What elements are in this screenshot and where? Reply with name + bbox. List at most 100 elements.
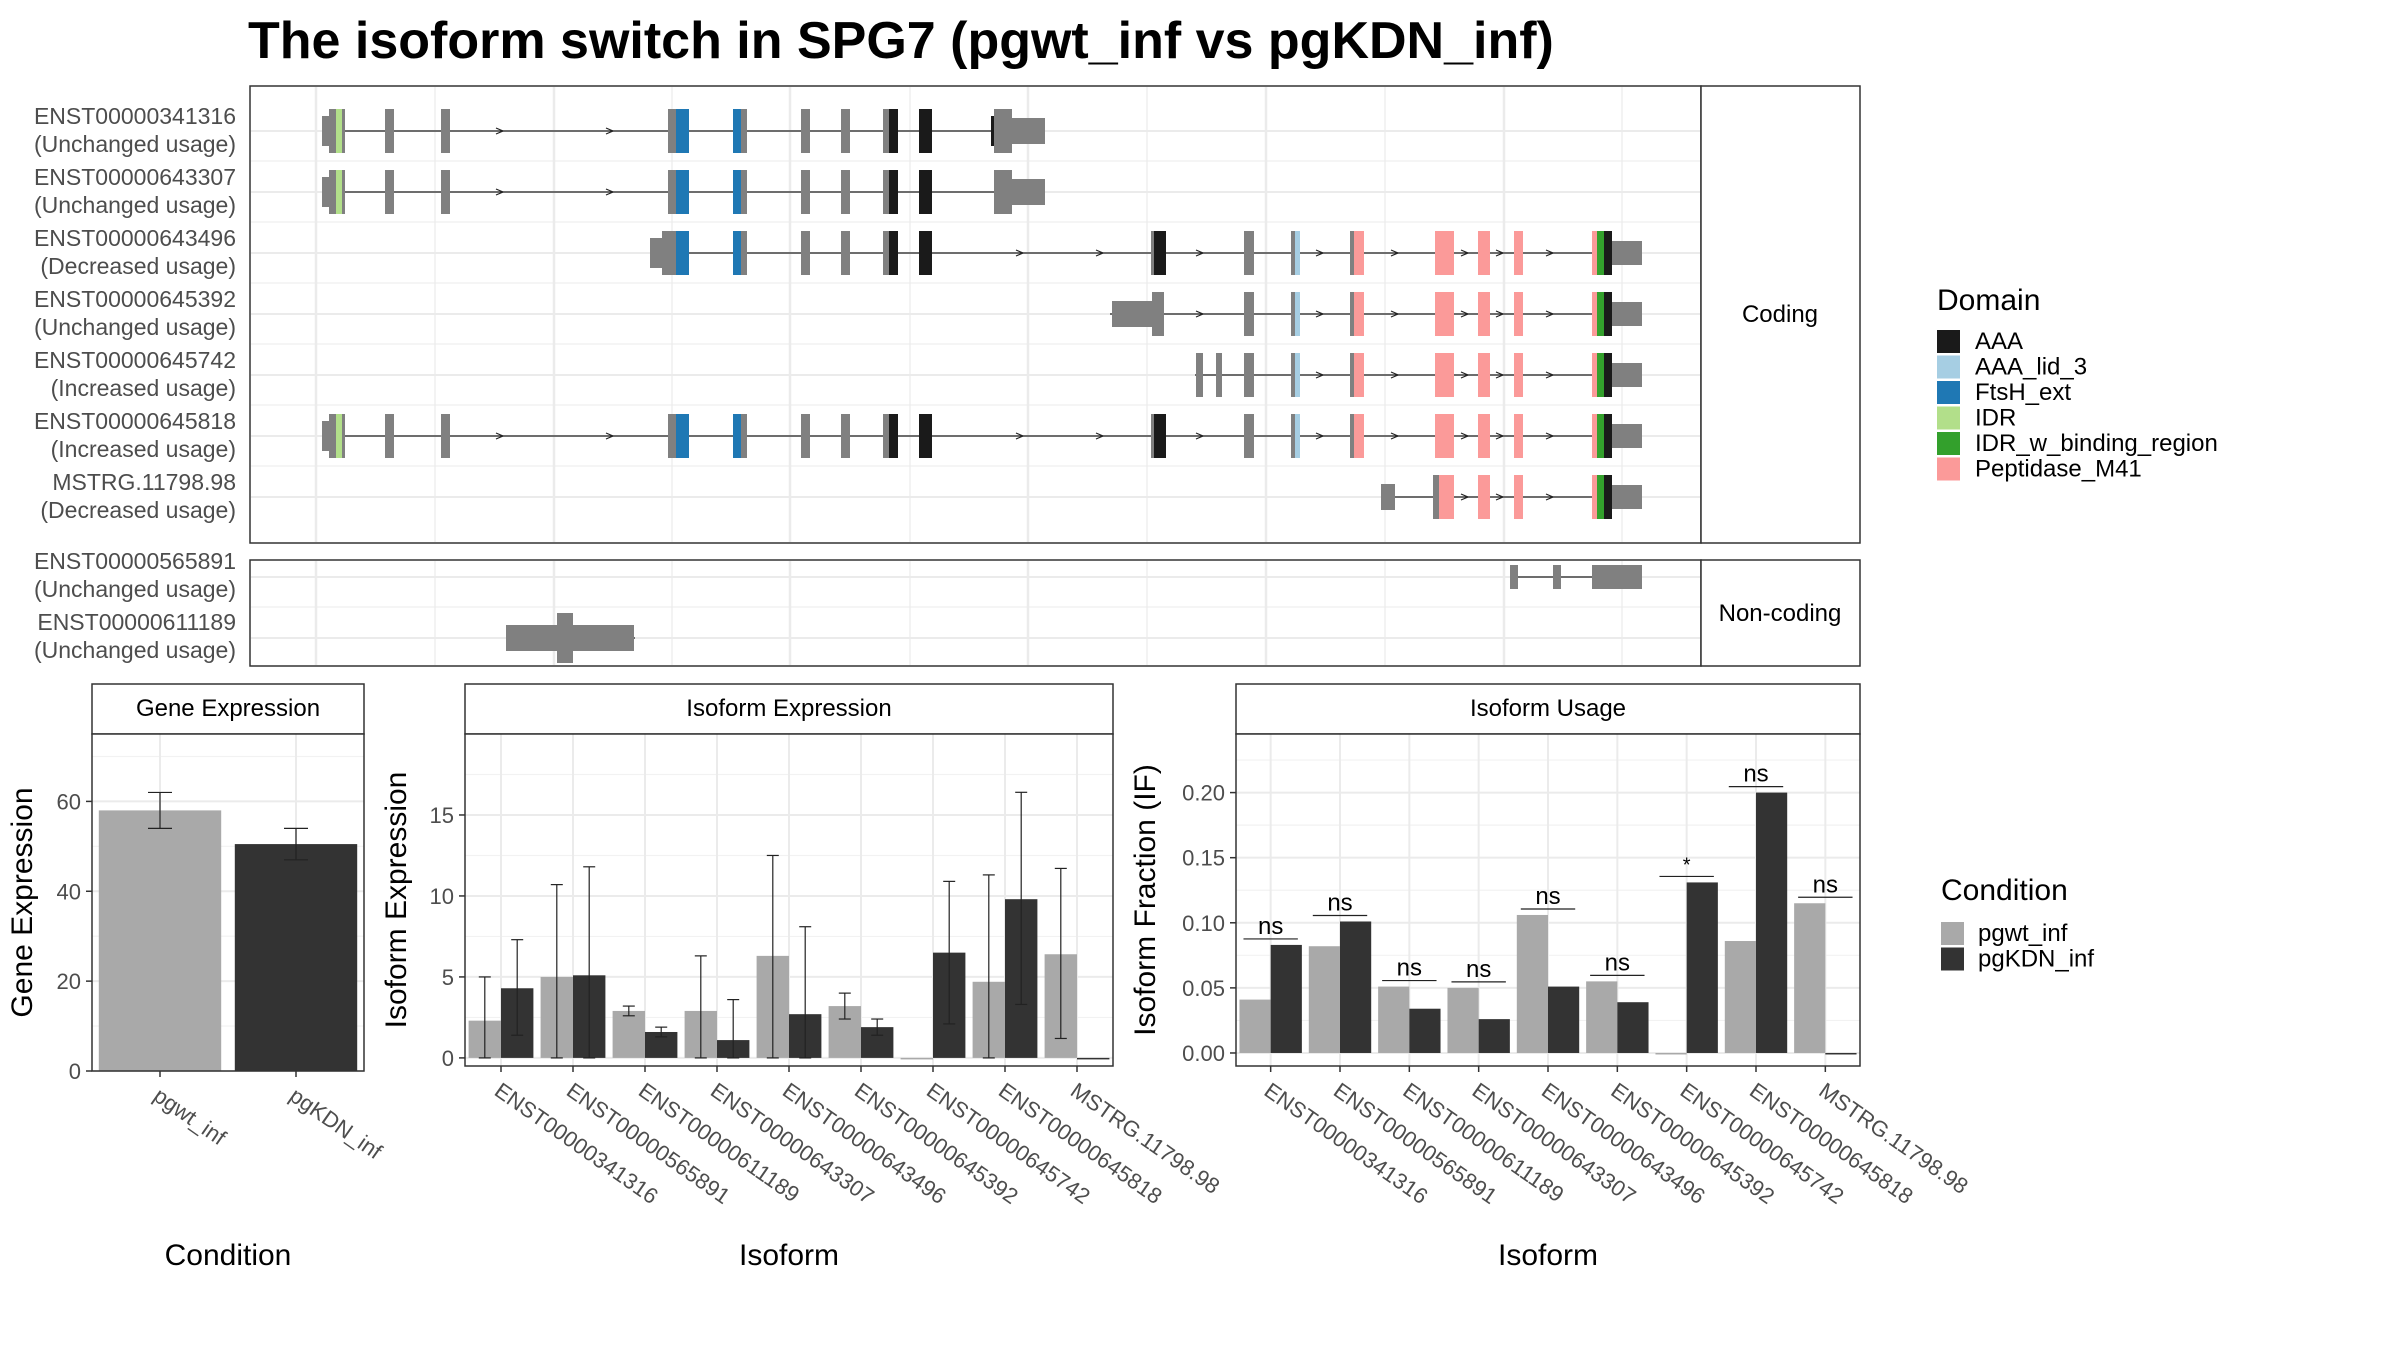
y-tick-label: 10 (430, 884, 454, 909)
exon (1433, 475, 1439, 519)
domain-block (336, 170, 342, 214)
bar (98, 810, 222, 1071)
facet-strip (91, 683, 365, 735)
isoform-label: ENST00000341316 (34, 103, 236, 129)
legend-swatch (1937, 457, 1960, 481)
domain-block (1354, 353, 1364, 397)
exon (329, 414, 336, 458)
domain-block (733, 109, 741, 153)
bar (1724, 941, 1756, 1053)
legend-label: IDR (1975, 405, 2016, 432)
strand-arrow (1495, 493, 1505, 501)
y-tick-label: 0.05 (1182, 976, 1225, 1001)
exon (668, 414, 676, 458)
domain-block (1514, 414, 1523, 458)
domain-block (1592, 414, 1597, 458)
isoform-usage-label: (Increased usage) (51, 436, 236, 462)
y-tick-label: 0.10 (1182, 911, 1225, 936)
strand-arrow (1015, 432, 1025, 440)
exon (1000, 170, 1012, 214)
domain-block (1295, 292, 1300, 336)
y-axis-title: Isoform Fraction (IF) (1129, 764, 1162, 1036)
domain-block (1154, 414, 1166, 458)
strand-arrow (1390, 249, 1400, 257)
exon (841, 414, 850, 458)
legend-label: pgKDN_inf (1978, 946, 2094, 973)
exon (1112, 301, 1152, 327)
domain-block (1354, 292, 1364, 336)
legend-swatch (1937, 381, 1960, 404)
domain-block (1597, 475, 1604, 519)
domain-legend-title: Domain (1937, 284, 2040, 317)
facet-title: Isoform Expression (686, 695, 891, 722)
domain-block (1295, 231, 1300, 275)
legend-label: AAA_lid_3 (1975, 354, 2087, 381)
y-tick-label: 40 (57, 879, 81, 904)
exon (1152, 292, 1164, 336)
exon (342, 109, 345, 153)
y-tick-label: 5 (442, 965, 454, 990)
exon (1000, 109, 1012, 153)
exon (741, 170, 747, 214)
domain-block (919, 109, 932, 153)
exon (1612, 363, 1642, 387)
strand-arrow (1390, 310, 1400, 318)
y-tick-label: 15 (430, 803, 454, 828)
domain-block (1295, 414, 1300, 458)
strand-arrow (1095, 432, 1105, 440)
domain-block (1435, 414, 1454, 458)
bar (1447, 987, 1479, 1053)
exon (342, 414, 345, 458)
domain-block (919, 170, 932, 214)
domain-block (1514, 475, 1523, 519)
strand-arrow (1315, 432, 1325, 440)
exon (650, 238, 662, 268)
strand-arrow (605, 127, 615, 135)
isoform-usage-label: (Decreased usage) (40, 253, 236, 279)
strand-arrow (1390, 432, 1400, 440)
exon (801, 414, 810, 458)
bar (1077, 1057, 1110, 1060)
bar (1270, 944, 1302, 1053)
exon (801, 231, 810, 275)
strand-arrow (1495, 371, 1505, 379)
strand-arrow (495, 188, 505, 196)
exon (841, 170, 850, 214)
isoform-usage-label: (Decreased usage) (40, 497, 236, 523)
exon (385, 170, 394, 214)
y-tick-label: 0.20 (1182, 781, 1225, 806)
bar (1478, 1019, 1510, 1053)
domain-block (676, 109, 689, 153)
x-axis-title: Isoform (1498, 1239, 1598, 1272)
domain-block (733, 414, 741, 458)
strand-arrow (1015, 249, 1025, 257)
isoform-labels: ENST00000341316 (Unchanged usage) ENST00… (34, 103, 236, 663)
legend-swatch (1937, 355, 1960, 379)
strand-arrow (1460, 371, 1470, 379)
isoform-usage-label: (Unchanged usage) (34, 314, 236, 340)
strand-arrow (1545, 249, 1555, 257)
domain-block (889, 109, 898, 153)
isoform-usage-label: (Unchanged usage) (34, 576, 236, 602)
exon (322, 177, 330, 207)
isoform-usage-chart: Isoform Usage 0.00 0.05 0.10 0.15 0.20 ns ns ns n… (1129, 683, 1973, 1272)
exon (883, 231, 889, 275)
exon (994, 109, 1000, 153)
domain-block (889, 231, 898, 275)
y-tick-label: 0 (69, 1059, 81, 1084)
exon (385, 414, 394, 458)
bar (1686, 882, 1718, 1053)
significance-label: ns (1535, 883, 1560, 910)
legend-swatch (1941, 947, 1964, 971)
exon (741, 231, 747, 275)
domain-block (1154, 231, 1166, 275)
exon (883, 170, 889, 214)
strand-arrow (1095, 249, 1105, 257)
x-tick-label: pgwt_inf (149, 1083, 231, 1151)
bar (1516, 914, 1548, 1053)
bar (1794, 903, 1826, 1053)
domain-block (1597, 414, 1604, 458)
y-tick-label: 60 (57, 789, 81, 814)
y-tick-label: 0.00 (1182, 1041, 1225, 1066)
